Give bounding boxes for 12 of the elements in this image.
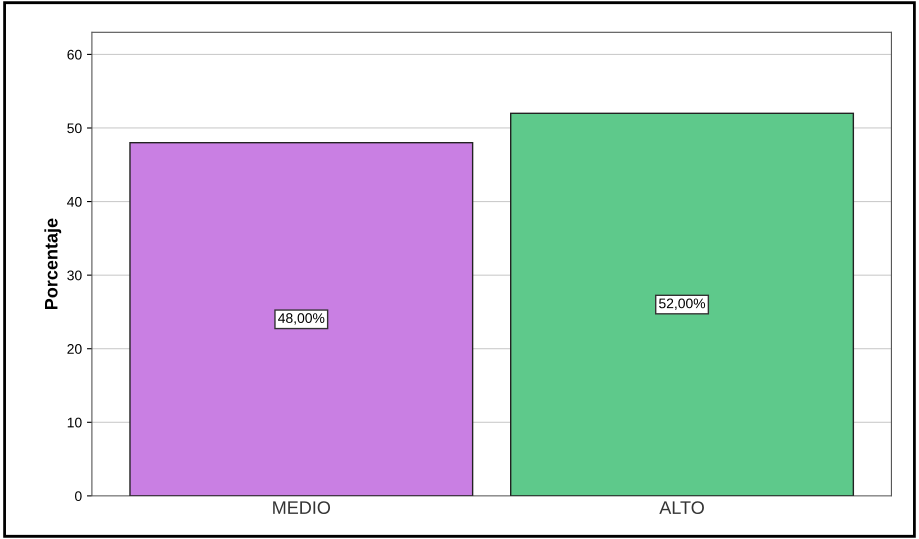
y-tick-label: 0: [74, 491, 82, 502]
data-label: 52,00%: [659, 298, 706, 310]
data-label: 48,00%: [278, 313, 324, 325]
y-tick-label: 10: [68, 418, 82, 428]
y-tick-label: 60: [67, 50, 82, 60]
y-tick-label: 40: [67, 196, 82, 207]
y-tick-label: 30: [67, 270, 82, 280]
y-tick-label: 50: [67, 123, 82, 134]
x-tick-label: ALTO: [659, 501, 704, 514]
y-tick-label: 20: [67, 344, 82, 354]
x-tick-label: MEDIO: [273, 501, 330, 514]
y-axis-title: Porcentaje: [44, 218, 62, 310]
